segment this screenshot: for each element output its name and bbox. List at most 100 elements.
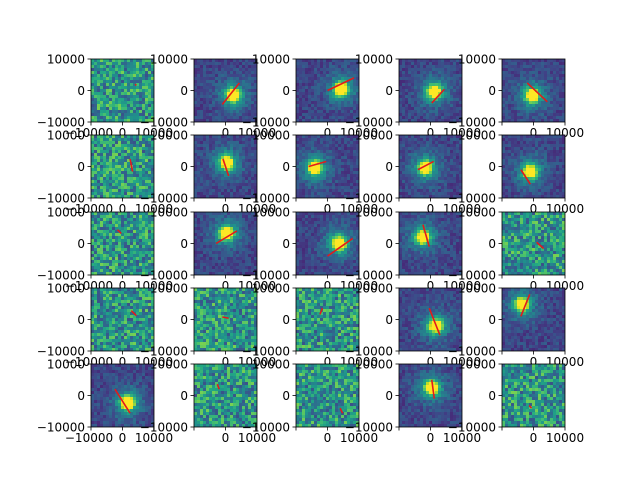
panel-image xyxy=(502,288,565,351)
y-tick-label: 10000 xyxy=(355,358,393,372)
panel-image xyxy=(194,288,257,351)
y-tick-label: 10000 xyxy=(252,129,290,143)
y-tick-label: −10000 xyxy=(140,345,188,359)
fit-line xyxy=(422,224,431,247)
y-tick-label: 0 xyxy=(385,84,393,98)
panel-image xyxy=(399,135,462,198)
y-tick-label: −10000 xyxy=(448,345,496,359)
fit-line xyxy=(222,158,230,177)
y-tick-label: 0 xyxy=(282,237,290,251)
fit-line xyxy=(215,230,238,245)
x-tick-label: 0 xyxy=(324,279,332,293)
y-tick-label: −10000 xyxy=(345,192,393,206)
fit-line xyxy=(319,307,324,315)
x-tick-label: 0 xyxy=(324,202,332,216)
x-tick-label: 10000 xyxy=(443,431,481,445)
fit-line xyxy=(129,158,134,172)
x-tick-label: 0 xyxy=(324,431,332,445)
fit-line xyxy=(216,383,220,390)
y-tick-label: 10000 xyxy=(458,358,496,372)
y-tick-label: −10000 xyxy=(37,116,85,130)
x-tick-label: 0 xyxy=(119,126,127,140)
y-tick-label: −10000 xyxy=(140,116,188,130)
x-tick-label: 0 xyxy=(530,202,538,216)
y-tick-label: 0 xyxy=(77,313,85,327)
x-tick-label: 0 xyxy=(222,126,230,140)
x-tick-label: 0 xyxy=(222,202,230,216)
y-tick-label: 10000 xyxy=(252,358,290,372)
fit-line xyxy=(520,169,532,185)
x-tick-label: 0 xyxy=(324,126,332,140)
fit-line xyxy=(431,88,445,104)
x-tick-label: 0 xyxy=(530,355,538,369)
panel-20: 10000 0 −10000 0 10000 xyxy=(448,282,584,370)
panel-12: 10000 0 −10000 0 10000 xyxy=(140,206,276,294)
fit-line xyxy=(339,407,344,414)
fit-line xyxy=(526,82,548,103)
y-tick-label: 0 xyxy=(282,160,290,174)
y-tick-label: 10000 xyxy=(458,129,496,143)
fit-line xyxy=(536,241,545,250)
fit-line xyxy=(327,237,354,257)
panel-10: 10000 0 −10000 0 10000 xyxy=(448,129,584,217)
y-tick-label: −10000 xyxy=(242,116,290,130)
panel-22: 10000 0 −10000 0 10000 xyxy=(140,358,276,446)
y-tick-label: −10000 xyxy=(37,192,85,206)
y-tick-label: 10000 xyxy=(355,282,393,296)
fit-line xyxy=(520,294,531,317)
y-tick-label: 0 xyxy=(282,84,290,98)
panel-image xyxy=(91,288,154,351)
y-tick-label: 10000 xyxy=(150,282,188,296)
y-tick-label: −10000 xyxy=(345,116,393,130)
x-tick-label: 10000 xyxy=(546,431,584,445)
y-tick-label: 10000 xyxy=(355,53,393,67)
y-tick-label: 10000 xyxy=(252,206,290,220)
y-tick-label: −10000 xyxy=(448,116,496,130)
panel-21: 10000 0 −10000−10000 0 10000 xyxy=(37,358,173,446)
x-tick-label: 0 xyxy=(427,126,435,140)
x-tick-label: 0 xyxy=(427,202,435,216)
y-tick-label: −10000 xyxy=(448,192,496,206)
panel-8: 10000 0 −10000 0 10000 xyxy=(242,129,378,217)
fit-line xyxy=(130,310,137,317)
y-tick-label: 10000 xyxy=(47,129,85,143)
panel-17: 10000 0 −10000 0 10000 xyxy=(140,282,276,370)
panel-image xyxy=(91,212,154,275)
panel-image xyxy=(194,364,257,427)
y-tick-label: 0 xyxy=(488,84,496,98)
panel-image xyxy=(296,288,359,351)
y-tick-label: −10000 xyxy=(140,421,188,435)
panel-image xyxy=(502,135,565,198)
panel-14: 10000 0 −10000 0 10000 xyxy=(345,206,481,294)
y-tick-label: 10000 xyxy=(150,358,188,372)
y-tick-label: −10000 xyxy=(448,421,496,435)
panel-image xyxy=(296,364,359,427)
x-tick-label: 10000 xyxy=(135,431,173,445)
panel-7: 10000 0 −10000 0 10000 xyxy=(140,129,276,217)
panel-image xyxy=(296,212,359,275)
y-tick-label: 10000 xyxy=(150,206,188,220)
y-tick-label: 0 xyxy=(385,389,393,403)
y-tick-label: −10000 xyxy=(140,269,188,283)
y-tick-label: 0 xyxy=(282,389,290,403)
panel-image xyxy=(91,135,154,198)
panel-23: 10000 0 −10000 0 10000 xyxy=(242,358,378,446)
fit-line xyxy=(327,77,355,92)
x-tick-label: 10000 xyxy=(238,431,276,445)
panel-image xyxy=(194,135,257,198)
panel-image xyxy=(399,364,462,427)
y-tick-label: 10000 xyxy=(252,53,290,67)
y-tick-label: −10000 xyxy=(140,192,188,206)
fit-line xyxy=(428,307,441,336)
x-tick-label: 0 xyxy=(530,126,538,140)
fit-line xyxy=(222,316,229,320)
y-tick-label: 10000 xyxy=(458,53,496,67)
y-tick-label: −10000 xyxy=(37,269,85,283)
panel-19: 10000 0 −10000 0 10000 xyxy=(345,282,481,370)
